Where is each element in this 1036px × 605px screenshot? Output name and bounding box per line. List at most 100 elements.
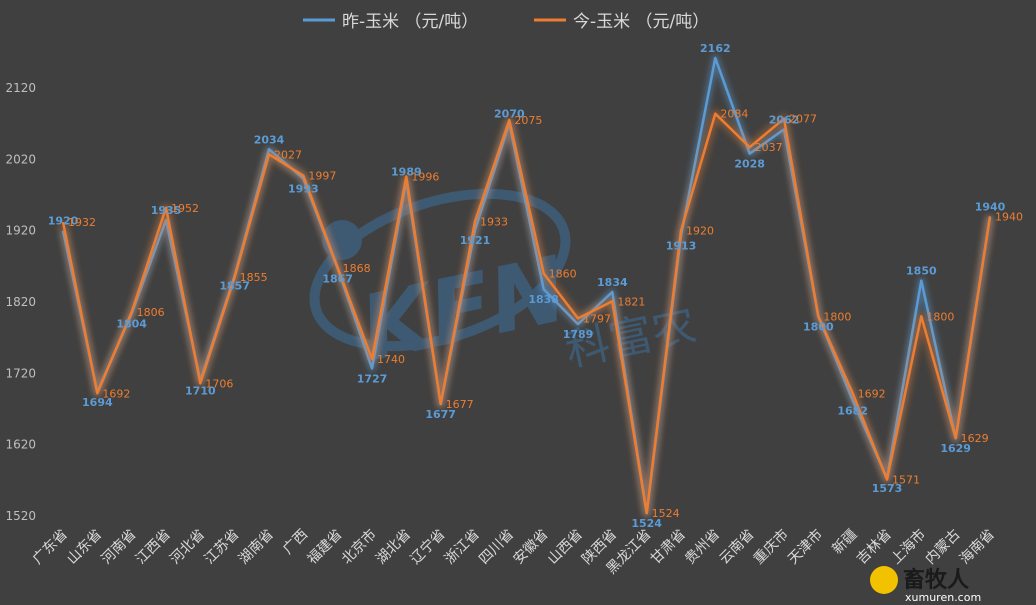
y-tick-label: 1520 [5, 509, 36, 523]
watermark-ring [309, 188, 571, 352]
data-label-today: 1855 [240, 271, 268, 284]
data-label-yesterday: 2034 [254, 133, 285, 146]
x-tick-label: 湖北省 [373, 527, 414, 568]
data-label-yesterday: 1935 [151, 204, 182, 217]
x-tick-label: 河南省 [98, 527, 139, 568]
data-label-today: 1571 [892, 474, 920, 487]
data-label-yesterday: 2062 [769, 113, 800, 126]
data-label-today: 1933 [480, 215, 508, 228]
data-label-today: 1920 [686, 225, 714, 238]
x-tick-label: 辽宁省 [407, 526, 449, 568]
data-label-yesterday: 1921 [460, 234, 491, 247]
legend: 昨-玉米 （元/吨） 今-玉米 （元/吨） [303, 12, 709, 32]
x-tick-label: 山西省 [545, 527, 586, 568]
y-tick-label: 2020 [5, 152, 36, 166]
data-label-yesterday: 1913 [666, 240, 697, 253]
data-label-today: 1800 [823, 310, 851, 323]
data-label-yesterday: 1789 [563, 328, 594, 341]
site-logo: 畜牧人 xumuren.com [870, 566, 981, 604]
data-label-yesterday: 1629 [940, 442, 971, 455]
data-label-today: 1800 [926, 310, 954, 323]
x-tick-label: 内蒙古 [922, 527, 963, 568]
data-label-yesterday: 1573 [872, 482, 903, 495]
data-label-today: 1740 [377, 353, 405, 366]
x-tick-label: 江西省 [133, 527, 174, 568]
y-tick-label: 1720 [5, 366, 36, 380]
data-label-today: 1821 [617, 295, 645, 308]
data-label-yesterday: 1834 [597, 276, 628, 289]
y-axis: 1520 1620 1720 1820 1920 2020 2120 [5, 81, 36, 523]
data-label-yesterday: 1727 [357, 372, 388, 385]
data-label-today: 1797 [583, 312, 611, 325]
data-label-today: 2037 [755, 141, 783, 154]
series-today-line [61, 112, 992, 515]
data-label-today: 1677 [446, 398, 474, 411]
data-label-today: 1524 [652, 507, 680, 520]
x-tick-label: 河北省 [167, 527, 208, 568]
data-label-today: 1706 [205, 377, 233, 390]
x-tick-label: 浙江省 [442, 527, 483, 568]
data-label-today: 1629 [961, 432, 989, 445]
data-label-today: 1868 [343, 262, 371, 275]
x-tick-label: 山东省 [64, 527, 105, 568]
y-tick-label: 1820 [5, 295, 36, 309]
x-tick-label: 福建省 [304, 527, 345, 568]
data-label-yesterday: 1710 [185, 384, 216, 397]
x-tick-label: 四川省 [476, 527, 517, 568]
x-tick-label: 上海市 [887, 526, 929, 568]
x-tick-label: 甘肃省 [648, 527, 689, 568]
legend-label-today: 今-玉米 （元/吨） [573, 12, 709, 32]
data-label-today: 2077 [789, 113, 817, 126]
data-label-yesterday: 1850 [906, 265, 937, 278]
data-labels: 1920 1694 1804 1935 1710 1857 2034 1993 1867 1727… [48, 42, 1023, 530]
data-label-yesterday: 1940 [975, 200, 1006, 213]
x-tick-label: 重庆市 [750, 526, 792, 568]
logo-name: 畜牧人 [903, 567, 969, 593]
data-label-yesterday: 1682 [837, 404, 868, 417]
data-label-today: 2084 [720, 108, 748, 121]
data-label-yesterday: 1838 [528, 293, 559, 306]
data-label-yesterday: 1677 [425, 408, 456, 421]
data-label-today: 2075 [514, 114, 542, 127]
data-label-today: 1692 [858, 387, 886, 400]
data-label-yesterday: 1694 [82, 396, 113, 409]
x-tick-label: 贵州省 [682, 527, 723, 568]
x-tick-label: 江苏省 [201, 527, 242, 568]
x-tick-label: 广东省 [30, 527, 71, 568]
data-label-yesterday: 1989 [391, 165, 422, 178]
legend-label-yesterday: 昨-玉米 （元/吨） [342, 12, 478, 32]
x-tick-label: 吉林省 [854, 527, 895, 568]
data-label-today: 1932 [68, 216, 96, 229]
data-label-today: 1996 [411, 170, 439, 183]
x-tick-label: 北京市 [338, 526, 380, 568]
data-label-yesterday: 1800 [803, 320, 834, 333]
data-label-today: 1692 [102, 387, 130, 400]
x-tick-label: 云南省 [716, 527, 757, 568]
data-label-yesterday: 1920 [48, 215, 79, 228]
y-tick-label: 1620 [5, 438, 36, 452]
data-label-yesterday: 2162 [700, 42, 731, 55]
data-label-yesterday: 2070 [494, 108, 525, 121]
y-tick-label: 2120 [5, 81, 36, 95]
data-label-yesterday: 1993 [288, 183, 319, 196]
data-label-today: 1806 [137, 306, 165, 319]
data-label-yesterday: 1857 [219, 280, 250, 293]
y-tick-label: 1920 [5, 224, 36, 238]
data-label-yesterday: 1524 [631, 517, 662, 530]
data-label-yesterday: 1867 [322, 272, 353, 285]
data-label-today: 2027 [274, 148, 302, 161]
data-label-today: 1860 [549, 267, 577, 280]
x-tick-label: 海南省 [957, 527, 998, 568]
logo-url: xumuren.com [905, 591, 981, 604]
data-label-today: 1952 [171, 202, 199, 215]
x-tick-label: 安徽省 [510, 527, 551, 568]
data-label-yesterday: 1804 [116, 317, 147, 330]
x-tick-label: 天津市 [784, 526, 826, 568]
x-tick-label: 湖南省 [236, 527, 277, 568]
data-label-today: 1940 [995, 210, 1023, 223]
data-label-today: 1997 [308, 170, 336, 183]
heart-logo-icon [870, 566, 898, 594]
plot-area [59, 54, 994, 518]
